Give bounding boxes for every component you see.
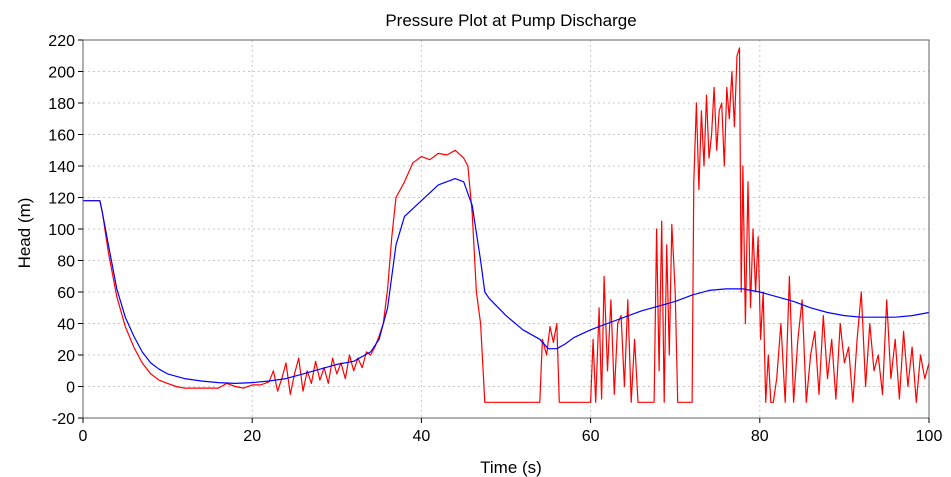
x-tick-label: 60 bbox=[582, 428, 600, 445]
chart-title: Pressure Plot at Pump Discharge bbox=[385, 11, 636, 30]
y-tick-label: 160 bbox=[48, 128, 75, 145]
y-tick-label: 220 bbox=[48, 33, 75, 50]
y-tick-label: 80 bbox=[57, 254, 75, 271]
y-tick-label: 180 bbox=[48, 96, 75, 113]
ticks: 0 20 40 60 80 100-200204060801001201401601802… bbox=[48, 33, 942, 445]
grid bbox=[83, 40, 929, 418]
series-line-red bbox=[83, 47, 930, 403]
x-tick-label: 40 bbox=[413, 428, 431, 445]
y-tick-label: 100 bbox=[48, 222, 75, 239]
y-tick-label: 120 bbox=[48, 191, 75, 208]
series-line-blue bbox=[83, 178, 930, 384]
y-tick-label: 0 bbox=[66, 380, 75, 397]
series-group bbox=[83, 47, 930, 403]
x-tick-label: 100 bbox=[916, 428, 943, 445]
y-tick-label: 140 bbox=[48, 159, 75, 176]
y-tick-label: 20 bbox=[57, 348, 75, 365]
y-tick-label: 200 bbox=[48, 65, 75, 82]
x-tick-label: 20 bbox=[243, 428, 261, 445]
y-axis-label: Head (m) bbox=[15, 198, 34, 269]
x-tick-label: 80 bbox=[751, 428, 769, 445]
y-tick-label: -20 bbox=[52, 411, 75, 428]
x-axis-label: Time (s) bbox=[480, 458, 542, 477]
y-tick-label: 60 bbox=[57, 285, 75, 302]
y-tick-label: 40 bbox=[57, 317, 75, 334]
x-tick-label: 0 bbox=[79, 428, 88, 445]
